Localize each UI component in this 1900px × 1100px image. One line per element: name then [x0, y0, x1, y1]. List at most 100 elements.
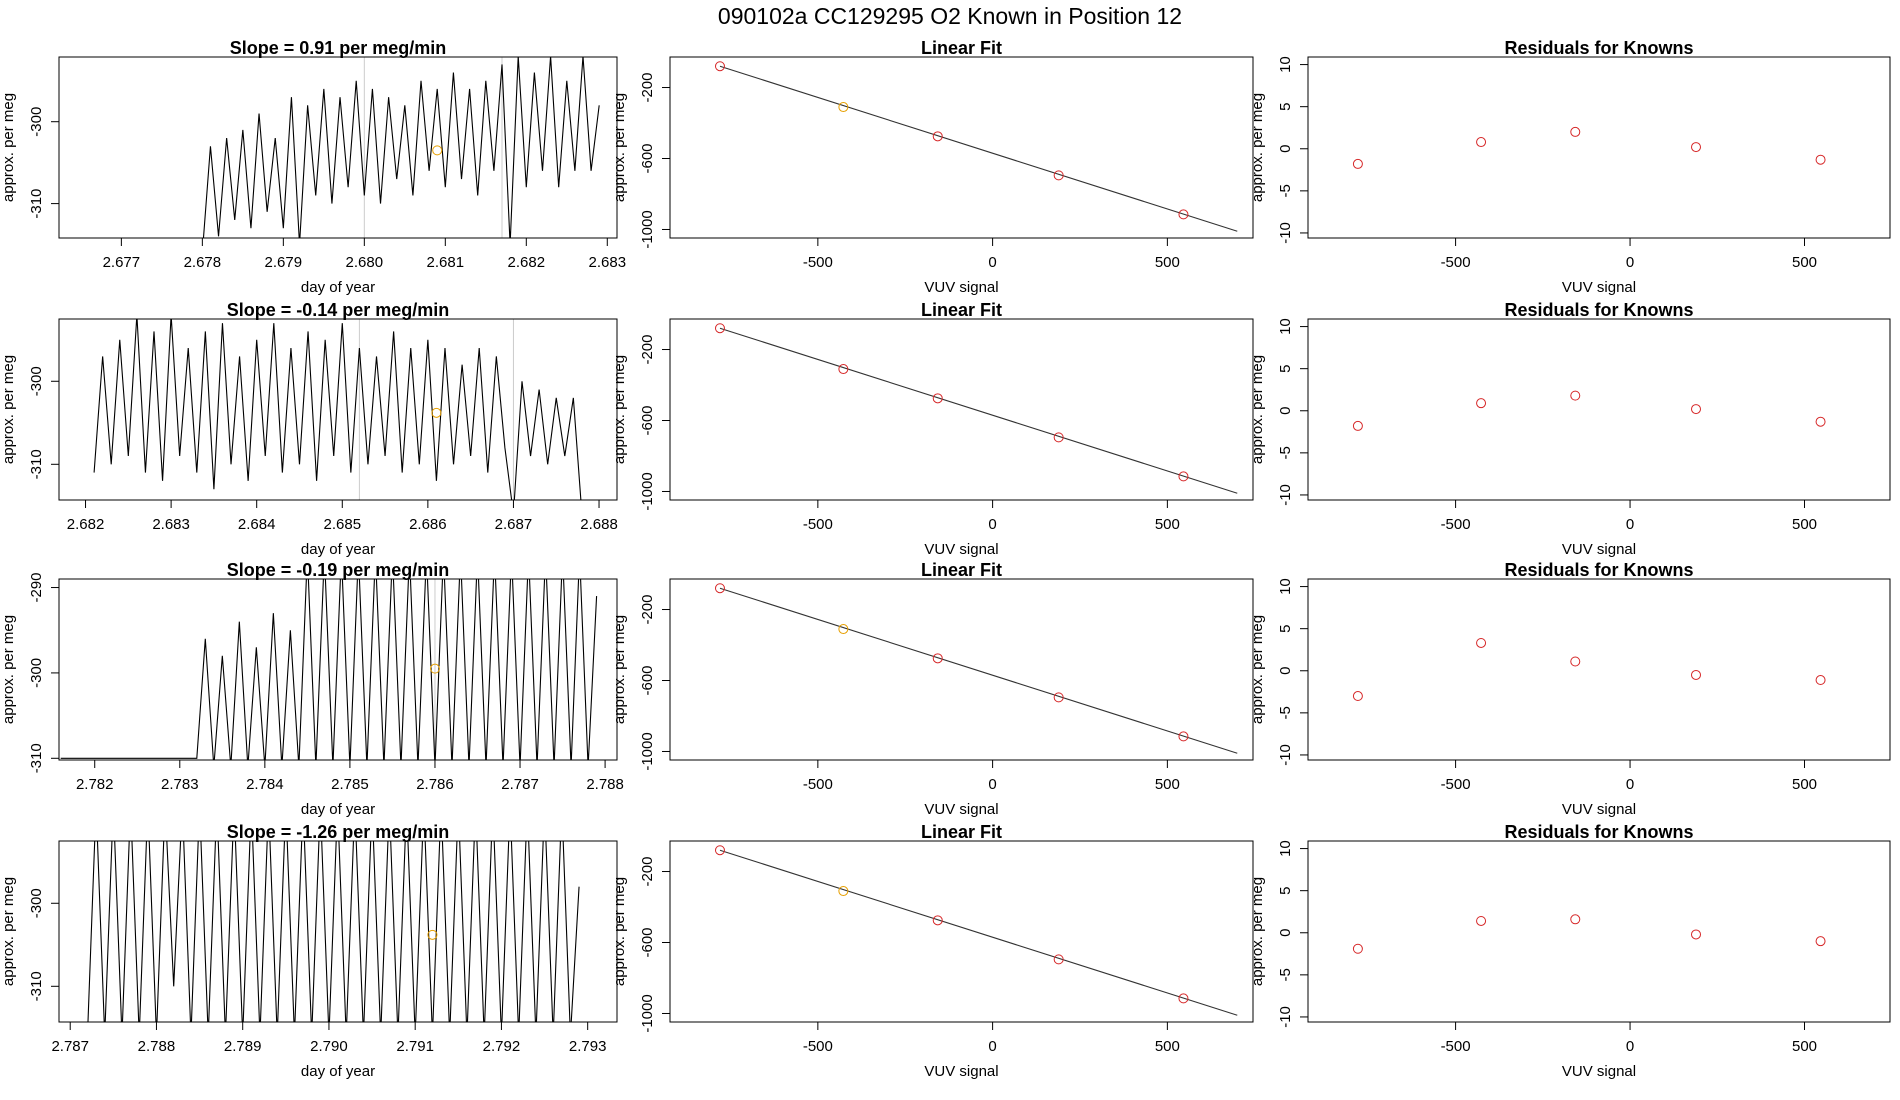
point	[432, 145, 443, 156]
point	[838, 624, 849, 635]
y-axis-label: approx. per meg	[0, 615, 17, 724]
point	[1053, 432, 1064, 443]
point	[838, 364, 849, 375]
panel: Slope = -1.26 per meg/min day of year appr…	[0, 822, 618, 1080]
plot-frame	[1307, 840, 1891, 1023]
point	[1570, 914, 1581, 925]
y-tick-label: -310	[28, 743, 45, 773]
plot-frame	[1307, 56, 1891, 239]
panel: Linear Fit VUV signal approx. per meg -500 0…	[611, 300, 1254, 558]
x-tick-label: 2.682	[508, 254, 546, 271]
y-tick-label: -10	[1277, 222, 1294, 244]
x-tick-label: 0	[988, 254, 996, 271]
y-tick-label: 5	[1277, 886, 1294, 894]
x-tick-label: 2.783	[161, 776, 199, 793]
point	[431, 407, 442, 418]
point	[429, 663, 440, 674]
x-tick-label: 2.790	[310, 1038, 348, 1055]
y-tick-label: 0	[1277, 667, 1294, 675]
point	[1691, 142, 1701, 153]
point	[1178, 993, 1189, 1004]
y-tick-label: 5	[1277, 364, 1294, 372]
y-axis-label: approx. per meg	[1249, 877, 1266, 986]
x-tick-label: 2.688	[580, 516, 618, 533]
x-tick-label: 2.788	[586, 776, 624, 793]
fit-line	[719, 587, 1238, 754]
x-tick-label: 500	[1792, 776, 1817, 793]
panel: Slope = -0.14 per meg/min day of year appr…	[0, 300, 618, 558]
plot-area	[714, 323, 1238, 494]
y-axis-label: approx. per meg	[611, 615, 628, 724]
x-axis-label: VUV signal	[1562, 541, 1636, 558]
x-tick-label: 2.793	[569, 1038, 607, 1055]
y-tick-label: 10	[1277, 578, 1294, 595]
plot-frame	[669, 840, 1254, 1023]
point	[1053, 954, 1064, 965]
panel: Residuals for Knowns VUV signal approx. pe…	[1249, 38, 1891, 296]
y-tick-label: -310	[28, 449, 45, 479]
x-tick-label: 2.791	[396, 1038, 434, 1055]
x-tick-label: 500	[1155, 1038, 1180, 1055]
y-tick-label: -300	[28, 107, 45, 137]
y-tick-label: -10	[1277, 484, 1294, 506]
fit-line	[719, 327, 1238, 494]
y-axis-label: approx. per meg	[0, 877, 17, 986]
y-tick-label: -310	[28, 971, 45, 1001]
y-tick-label: -300	[28, 366, 45, 396]
y-tick-label: -1000	[639, 472, 656, 510]
y-tick-label: 0	[1277, 929, 1294, 937]
y-tick-label: -1000	[639, 732, 656, 770]
point	[1570, 390, 1581, 401]
plot-frame	[58, 578, 618, 761]
plot-frame	[669, 578, 1254, 761]
panel-title: Residuals for Knowns	[1504, 560, 1693, 580]
x-tick-label: 0	[988, 516, 996, 533]
panel-title: Linear Fit	[921, 38, 1002, 58]
plot-frame	[669, 56, 1254, 239]
x-tick-label: 0	[988, 1038, 996, 1055]
panel-title: Slope = -0.14 per meg/min	[227, 300, 450, 320]
point	[932, 653, 943, 664]
point	[714, 61, 725, 72]
panel-title: Slope = -1.26 per meg/min	[227, 822, 450, 842]
point	[1476, 137, 1487, 148]
x-tick-label: 500	[1792, 254, 1817, 271]
x-tick-label: 2.792	[483, 1038, 521, 1055]
x-tick-label: 500	[1155, 776, 1180, 793]
x-tick-label: 2.787	[51, 1038, 89, 1055]
y-tick-label: -600	[639, 405, 656, 435]
x-tick-label: 2.683	[152, 516, 190, 533]
point	[1691, 669, 1701, 680]
panel: Slope = 0.91 per meg/min day of year appro…	[0, 38, 626, 296]
x-tick-label: 2.682	[67, 516, 105, 533]
x-axis-label: day of year	[301, 801, 375, 818]
panel: Residuals for Knowns VUV signal approx. pe…	[1249, 300, 1891, 558]
x-tick-label: -500	[803, 1038, 833, 1055]
y-tick-label: -1000	[639, 994, 656, 1032]
x-tick-label: -500	[1441, 254, 1471, 271]
plot-area	[1352, 637, 1826, 702]
point	[714, 583, 725, 594]
plot-frame	[58, 56, 618, 239]
y-tick-label: -300	[28, 658, 45, 688]
y-tick-label: -310	[28, 189, 45, 219]
point	[1053, 170, 1064, 181]
y-tick-label: -5	[1277, 706, 1294, 719]
point	[1570, 126, 1581, 137]
panel: Linear Fit VUV signal approx. per meg -500 0…	[611, 560, 1254, 818]
point	[1691, 404, 1701, 415]
point	[1352, 158, 1363, 169]
plot-frame	[58, 840, 618, 1023]
point	[1352, 691, 1363, 702]
y-tick-label: 0	[1277, 407, 1294, 415]
series-line	[93, 319, 582, 500]
point	[1476, 637, 1487, 648]
x-tick-label: 2.787	[501, 776, 539, 793]
y-tick-label: -290	[28, 573, 45, 603]
x-axis-label: day of year	[301, 279, 375, 296]
y-tick-label: -5	[1277, 446, 1294, 459]
y-tick-label: -200	[639, 595, 656, 625]
point	[1178, 731, 1189, 742]
y-tick-label: -600	[639, 927, 656, 957]
